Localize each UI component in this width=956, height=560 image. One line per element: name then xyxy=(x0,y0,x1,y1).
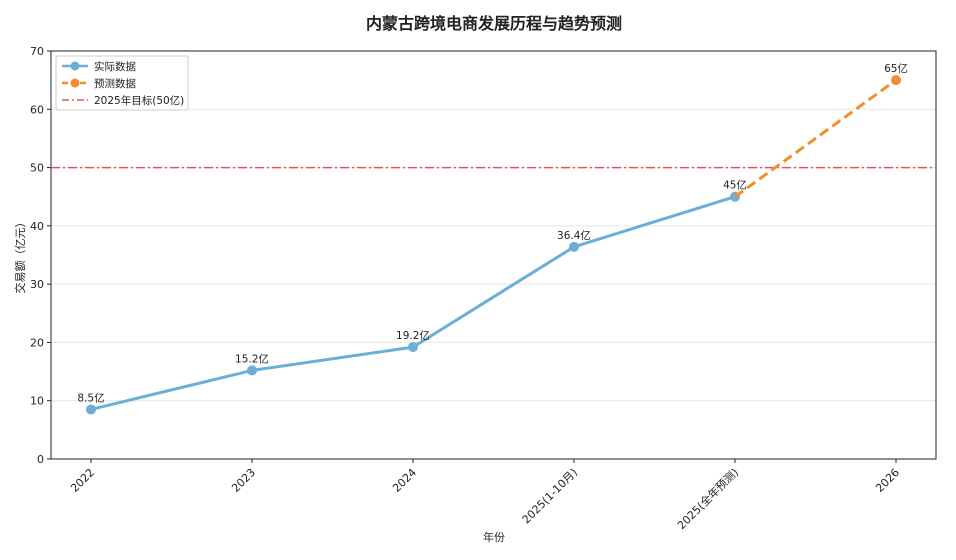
x-tick-label: 2026 xyxy=(873,466,902,495)
data-label: 45亿 xyxy=(723,179,747,192)
y-axis: 0 10 20 30 40 50 60 70 xyxy=(30,45,51,466)
y-tick-label: 50 xyxy=(30,162,44,175)
gridlines xyxy=(51,108,936,402)
x-tick-label: 2023 xyxy=(229,466,258,495)
legend-label: 2025年目标(50亿) xyxy=(94,94,184,107)
actual-point xyxy=(86,404,96,415)
legend-box xyxy=(55,55,189,111)
data-label: 8.5亿 xyxy=(77,391,104,404)
series-group xyxy=(86,75,901,415)
legend-label: 预测数据 xyxy=(94,77,136,90)
y-tick-label: 20 xyxy=(30,336,44,349)
data-labels: 8.5亿 15.2亿 19.2亿 36.4亿 45亿 65亿 xyxy=(77,62,908,404)
forecast-point xyxy=(891,75,901,86)
data-label: 36.4亿 xyxy=(557,229,591,242)
plot-frame xyxy=(50,50,937,460)
forecast-series-line xyxy=(734,78,897,198)
chart-title: 内蒙古跨境电商发展历程与趋势预测 xyxy=(366,14,622,33)
data-label: 19.2亿 xyxy=(396,329,430,342)
x-tick-label: 2025(1-10月) xyxy=(520,466,580,526)
y-tick-label: 10 xyxy=(30,395,44,408)
y-tick-label: 40 xyxy=(30,220,44,233)
legend-label: 实际数据 xyxy=(94,60,136,73)
y-axis-title: 交易额（亿元） xyxy=(13,217,27,294)
actual-point xyxy=(247,365,257,376)
x-axis-title: 年份 xyxy=(483,530,505,544)
x-tick-label: 2024 xyxy=(390,466,419,495)
legend-marker xyxy=(70,78,80,88)
x-axis: 2022 2023 2024 2025(1-10月) 2025(全年预测) 2026 xyxy=(68,459,902,532)
y-tick-label: 30 xyxy=(30,278,44,291)
data-label: 65亿 xyxy=(884,62,908,75)
y-tick-label: 60 xyxy=(30,103,44,116)
actual-series-line xyxy=(90,195,736,411)
y-tick-label: 0 xyxy=(37,453,44,466)
data-label: 15.2亿 xyxy=(235,352,269,365)
actual-point xyxy=(408,342,418,353)
x-tick-label: 2022 xyxy=(68,466,97,495)
y-tick-label: 70 xyxy=(30,45,44,58)
legend-marker xyxy=(70,61,80,71)
x-tick-label: 2025(全年预测) xyxy=(674,465,741,532)
actual-point xyxy=(569,241,579,252)
